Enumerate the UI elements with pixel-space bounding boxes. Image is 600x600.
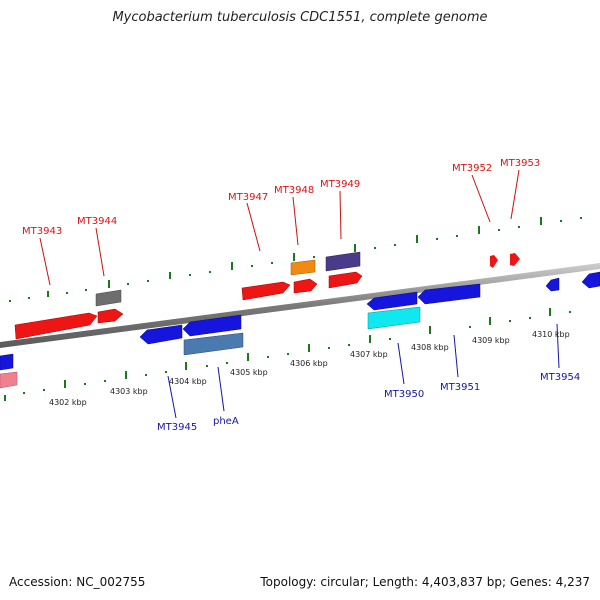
gene-right-blue[interactable] — [581, 271, 600, 289]
scale-label: 4309 kbp — [472, 336, 510, 345]
reverse-tick-row — [4, 308, 571, 401]
gene-phea[interactable] — [182, 314, 242, 337]
gene-label: MT3947 — [228, 192, 268, 203]
gene-label: MT3948 — [274, 185, 314, 196]
gene-label: MT3945 — [157, 422, 197, 433]
accession-text: Accession: NC_002755 — [9, 575, 146, 589]
gene-left-pink[interactable] — [0, 371, 18, 389]
gene-label: MT3954 — [540, 372, 580, 383]
gene-label: MT3944 — [77, 216, 117, 227]
gene-label: MT3950 — [384, 389, 424, 400]
gene-orange[interactable] — [290, 259, 316, 276]
scale-label: 4306 kbp — [290, 359, 328, 368]
gene-mt3948[interactable] — [293, 278, 318, 294]
gene-mt3951[interactable] — [417, 283, 481, 305]
scale-label: 4305 kbp — [230, 368, 268, 377]
gene-cyan[interactable] — [367, 306, 421, 330]
gene-label: MT3951 — [440, 382, 480, 393]
scale-label: 4308 kbp — [411, 343, 449, 352]
gene-mt3943[interactable] — [14, 312, 98, 340]
reverse-genes — [0, 271, 600, 389]
forward-tick-row — [9, 217, 582, 302]
gene-mt3953[interactable] — [510, 253, 520, 266]
gene-mt3954[interactable] — [545, 277, 560, 292]
forward-genes — [14, 251, 520, 340]
gene-mt3950[interactable] — [366, 291, 418, 311]
gene-purple[interactable] — [325, 251, 361, 272]
scale-label: 4302 kbp — [49, 398, 87, 407]
scale-label: 4304 kbp — [169, 377, 207, 386]
gene-mt3947[interactable] — [241, 281, 291, 301]
scale-label: 4303 kbp — [110, 387, 148, 396]
gene-labels: MT3943 MT3944 MT3947 MT3948 MT3949 MT395… — [22, 158, 580, 433]
gene-label: pheA — [213, 416, 239, 427]
gene-left-blue[interactable] — [0, 353, 14, 371]
gene-label: MT3949 — [320, 179, 360, 190]
gene-grey[interactable] — [95, 289, 122, 307]
scale-label: 4307 kbp — [350, 350, 388, 359]
scale-labels: 4302 kbp 4303 kbp 4304 kbp 4305 kbp 4306… — [49, 330, 570, 407]
gene-mt3945[interactable] — [139, 324, 183, 345]
map-title: Mycobacterium tuberculosis CDC1551, comp… — [112, 10, 488, 25]
gene-mt3949[interactable] — [328, 271, 363, 289]
forward-leaders — [39, 169, 520, 286]
scale-label: 4310 kbp — [532, 330, 570, 339]
reverse-leaders — [167, 323, 560, 419]
genome-backbone — [0, 263, 600, 348]
gene-label: MT3943 — [22, 226, 62, 237]
gene-mt3952[interactable] — [490, 255, 498, 268]
gene-label: MT3952 — [452, 163, 492, 174]
gene-mt3944[interactable] — [97, 308, 124, 324]
genome-summary-text: Topology: circular; Length: 4,403,837 bp… — [260, 575, 590, 589]
gene-label: MT3953 — [500, 158, 540, 169]
gene-steelblue[interactable] — [183, 332, 244, 356]
